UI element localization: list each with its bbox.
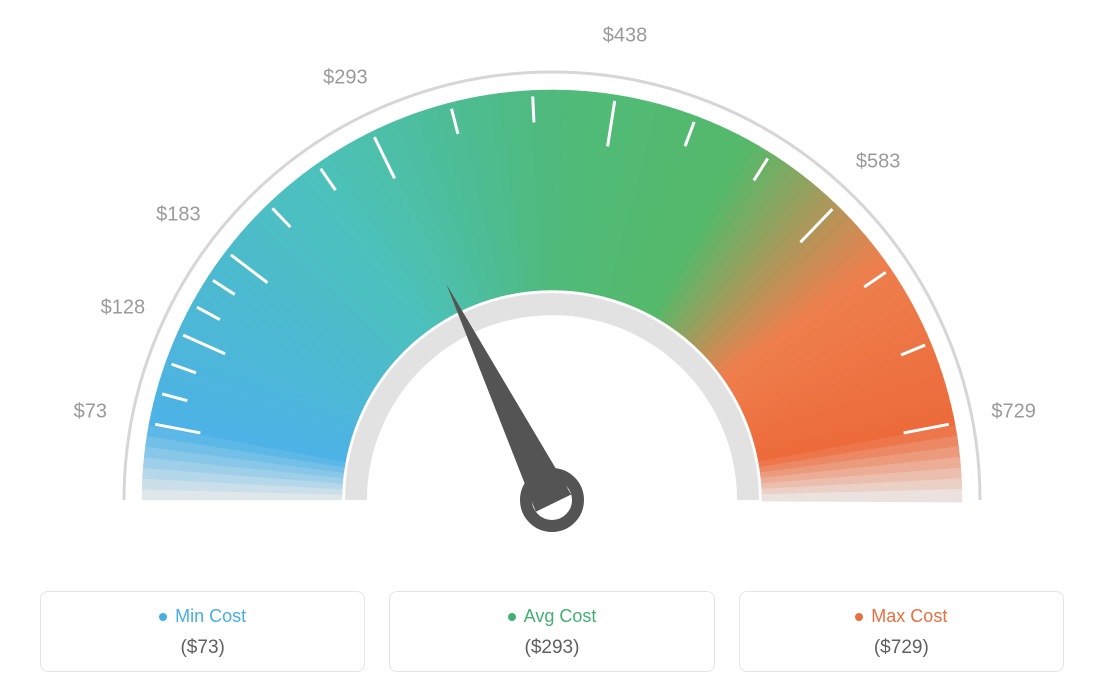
legend-title-max: Max Cost bbox=[855, 606, 947, 627]
gauge-svg bbox=[0, 0, 1104, 560]
legend-value: ($73) bbox=[51, 637, 354, 659]
gauge-tick-label: $73 bbox=[74, 400, 107, 423]
legend-card-avg: Avg Cost ($293) bbox=[389, 591, 714, 672]
gauge-tick-label: $183 bbox=[156, 203, 201, 226]
gauge-tick-label: $293 bbox=[323, 66, 368, 89]
legend-card-max: Max Cost ($729) bbox=[739, 591, 1064, 672]
legend-value: ($729) bbox=[750, 637, 1053, 659]
legend-card-min: Min Cost ($73) bbox=[40, 591, 365, 672]
legend-label: Avg Cost bbox=[524, 606, 597, 627]
gauge-chart-container: $73 $128 $183 $293 $438 $583 $729 Min Cost ($7… bbox=[0, 0, 1104, 690]
legend-title-min: Min Cost bbox=[159, 606, 246, 627]
legend-label: Min Cost bbox=[175, 606, 246, 627]
gauge-area: $73 $128 $183 $293 $438 $583 $729 bbox=[0, 0, 1104, 560]
dot-icon bbox=[855, 613, 863, 621]
legend-label: Max Cost bbox=[871, 606, 947, 627]
gauge-tick-label: $729 bbox=[991, 400, 1036, 423]
legend-value: ($293) bbox=[400, 637, 703, 659]
dot-icon bbox=[508, 613, 516, 621]
legend-title-avg: Avg Cost bbox=[508, 606, 597, 627]
gauge-tick-label: $438 bbox=[603, 24, 648, 47]
legend-row: Min Cost ($73) Avg Cost ($293) Max Cost … bbox=[40, 591, 1064, 672]
gauge-tick-label: $583 bbox=[856, 150, 901, 173]
dot-icon bbox=[159, 613, 167, 621]
gauge-tick-label: $128 bbox=[101, 297, 146, 320]
